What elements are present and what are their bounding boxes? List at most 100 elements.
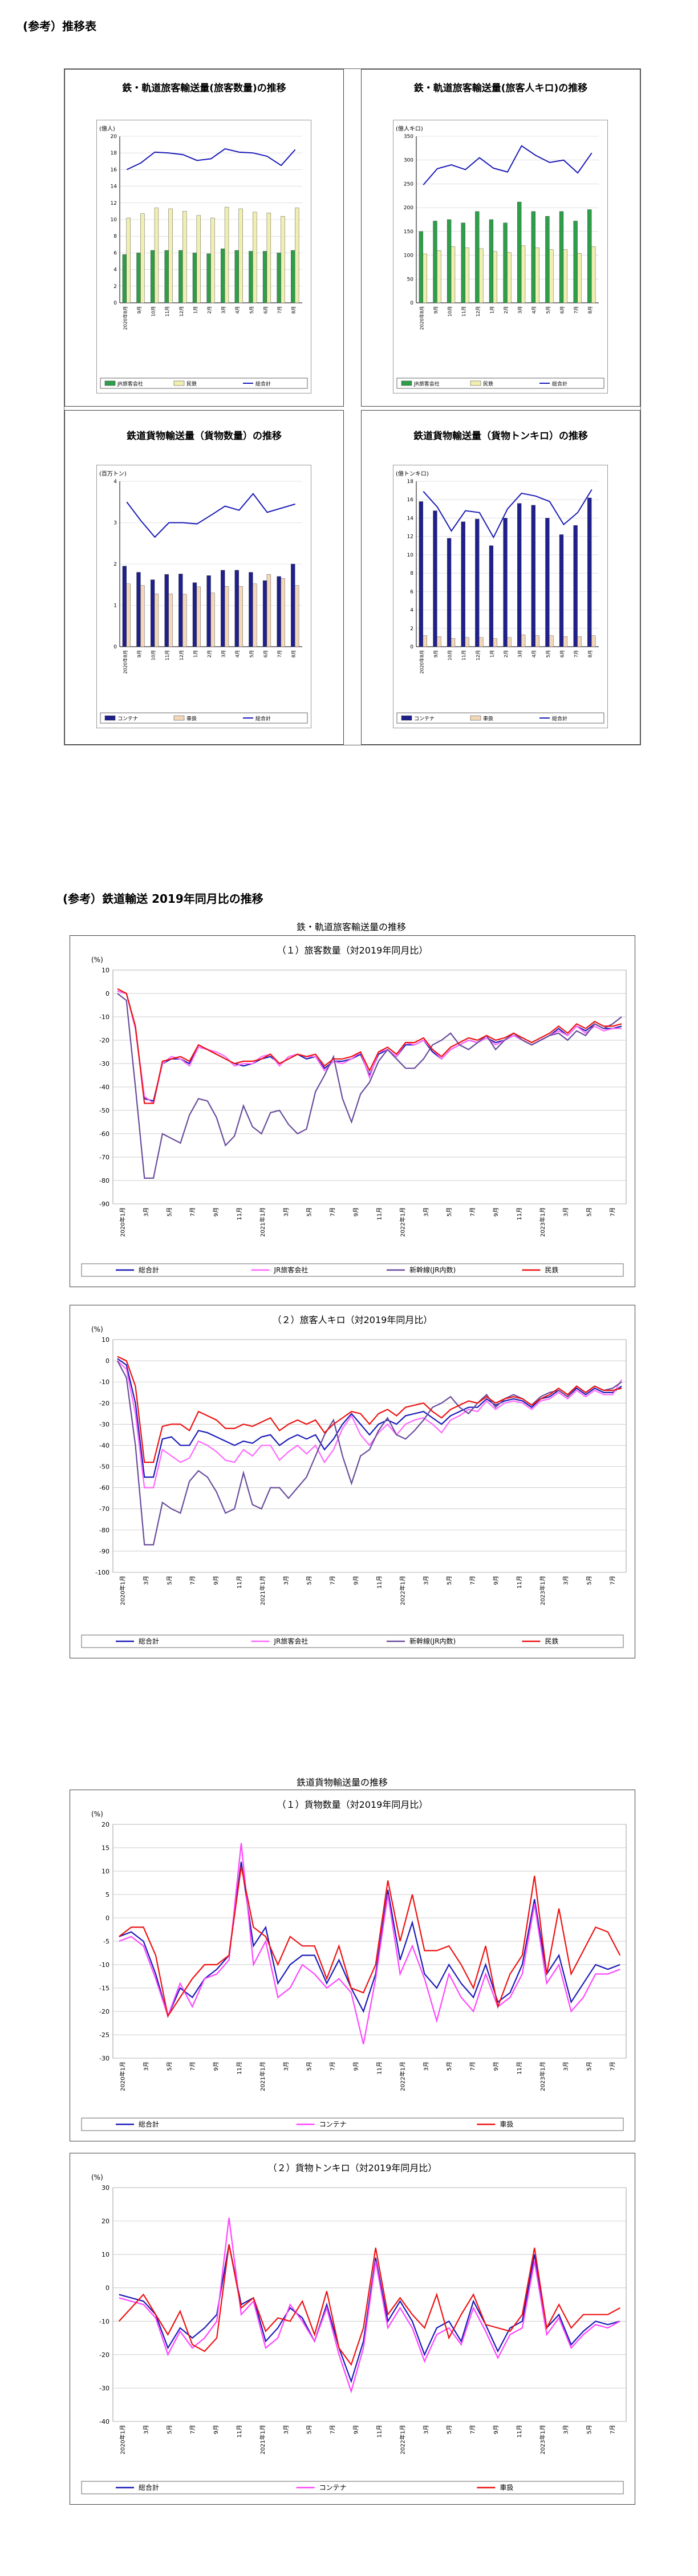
series-line [423,145,593,185]
x-tick-label: 2020年8月 [122,650,128,674]
y-tick-label: -30 [99,2055,109,2062]
bar [150,250,155,303]
legend-swatch [401,380,412,386]
overview-charts-frame: 鉄・軌道旅客輸送量(旅客数量)の推移 (億人) 0 2 4 6 8 10 12 14 16 18 20… [64,68,641,745]
y-axis-unit: (%) [91,1810,103,1818]
y-tick-label: 4 [410,608,413,614]
y-tick-label: 10 [102,967,109,974]
chart-panel-passenger-count: 鉄・軌道旅客輸送量(旅客数量)の推移 (億人) 0 2 4 6 8 10 12 14 16 18 20… [64,69,344,407]
x-tick-label: 7月 [277,650,282,658]
legend-label: コンテナ [319,2120,347,2128]
y-tick-label: -10 [99,1961,109,1969]
x-tick-label: 7月 [610,1576,616,1585]
bar [253,583,257,647]
freight-group-title: 鉄道貨物輸送量の推移 [297,1777,388,1788]
x-tick-label: 5月 [546,306,551,314]
bar [196,586,201,647]
y-tick-label: 14 [111,184,117,190]
bar [507,252,512,303]
y-tick-label: 150 [404,229,413,235]
y-tick-label: -20 [99,2351,109,2359]
x-tick-label: 5月 [306,2062,313,2071]
series-line [126,493,295,538]
legend-label: 総合計 [255,715,271,722]
legend-label: 総合計 [139,1265,159,1274]
x-tick-label: 2021年1月 [259,2062,266,2091]
x-tick-label: 9月 [433,306,439,314]
x-tick-label: 4月 [531,650,537,658]
x-tick-label: 11月 [376,1576,383,1589]
bar [168,208,173,303]
x-tick-label: 6月 [559,650,565,658]
x-tick-label: 2022年1月 [399,1576,406,1605]
bar [503,222,508,303]
y-tick-label: 2 [113,284,117,290]
y-tick-label: -90 [99,1200,109,1208]
chart-title: 鉄道貨物輸送量（貨物トンキロ）の推移 [413,431,588,442]
y-tick-label: -50 [99,1463,109,1471]
x-tick-label: 7月 [469,2425,476,2434]
chart-svg-c1: (億人) 0 2 4 6 8 10 12 14 16 18 20 2020年8月 9月 10月 11月 12月 1… [99,125,308,389]
y-tick-label: -10 [99,2318,109,2325]
legend-swatch [470,380,481,386]
x-tick-label: 4月 [235,306,240,314]
x-tick-label: 3月 [143,1576,149,1585]
bar [140,585,145,647]
x-tick-label: 5月 [586,1576,593,1585]
y-tick-label: 0 [410,301,413,306]
x-tick-label: 6月 [263,650,268,658]
y-tick-label: 2 [113,562,117,567]
bar [224,586,229,647]
y-tick-label: 5 [105,1891,109,1898]
bar [419,501,424,647]
x-tick-label: 9月 [137,306,142,314]
legend-label: 車扱 [500,2484,513,2492]
x-tick-label: 10月 [151,650,156,660]
legend-label: コンテナ [319,2484,347,2492]
x-tick-label: 7月 [574,650,579,658]
x-tick-label: 11月 [236,1576,243,1589]
bar [249,572,253,647]
x-tick-label: 5月 [306,1576,313,1585]
x-tick-label: 11月 [236,2062,243,2075]
bar [461,521,465,647]
legend-label: 民鉄 [186,380,197,387]
x-tick-label: 8月 [291,650,297,658]
x-tick-label: 3月 [423,1207,429,1216]
x-tick-label: 7月 [330,2062,336,2071]
x-tick-label: 4月 [235,650,240,658]
y-tick-label: 14 [407,516,414,521]
y-tick-label: -5 [103,1938,109,1945]
bar [210,593,215,647]
chart-svg-c2: (億人キロ) 0 50 100 150 200 250 300 350 2020年8月 9月 10月 1… [396,125,604,389]
chart-title: 鉄・軌道旅客輸送量(旅客数量)の推移 [122,83,286,94]
bar [238,586,243,647]
y-tick-label: -80 [99,1527,109,1534]
legend-label: 総合計 [552,715,567,722]
y-axis-unit: (%) [91,1325,103,1333]
x-tick-label: 5月 [306,1207,313,1216]
bar [587,209,592,303]
x-tick-label: 3月 [283,2062,290,2071]
y-tick-label: 100 [404,253,413,259]
x-tick-label: 7月 [330,1576,336,1585]
x-tick-label: 2月 [207,650,212,658]
x-tick-label: 9月 [493,2062,500,2071]
x-tick-label: 9月 [137,650,142,658]
chart-title: （２）旅客人キロ（対2019年同月比） [272,1315,433,1325]
x-tick-label: 3月 [283,2425,290,2434]
legend-label: JR旅客会社 [274,1637,309,1645]
x-tick-label: 3月 [143,2062,149,2071]
y-tick-label: 6 [410,589,413,595]
y-tick-label: 1 [113,603,117,609]
section2-heading: (参考）鉄道輸送 2019年同月比の推移 [63,892,263,906]
series-line [117,988,622,1104]
chart-panel-freight-tonkm: 鉄道貨物輸送量（貨物トンキロ）の推移 (億トンキロ) 0 2 4 6 8 10 12 14 16 1… [361,410,640,745]
x-tick-label: 3月 [518,306,523,314]
y-tick-label: -100 [95,1569,109,1576]
y-tick-label: -10 [99,1378,109,1386]
bar [238,208,243,303]
bar [164,250,169,303]
y-tick-label: 50 [407,277,414,282]
chart-svg-c7: (%) 20 15 10 5 0 -5 -10 -15 -20 -25 -30 2020年1月 3月 5月 7… [81,1810,627,2131]
